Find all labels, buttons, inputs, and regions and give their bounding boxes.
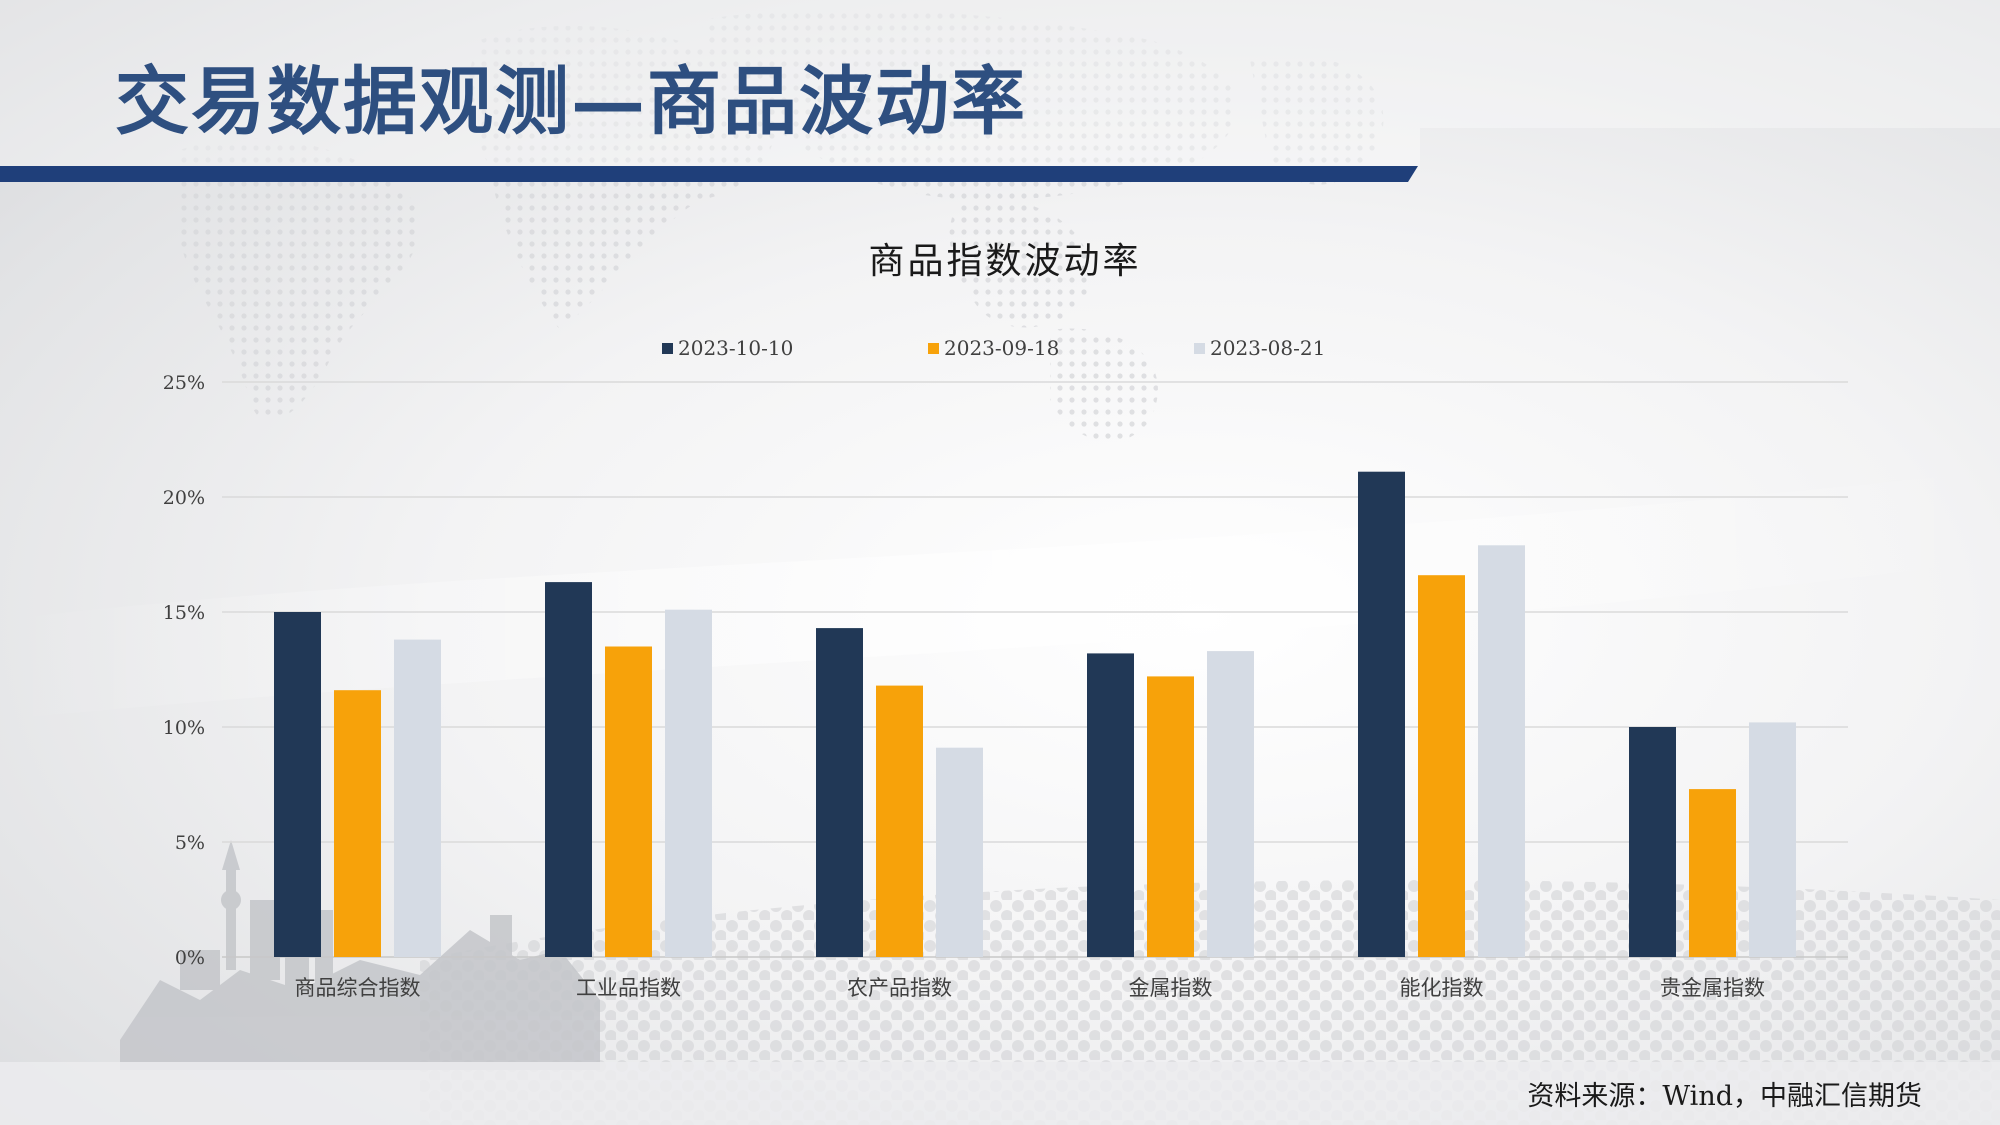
legend-label-series-3: 2023-08-21 xyxy=(1210,336,1326,360)
bar xyxy=(605,646,652,957)
x-tick-label: 商品综合指数 xyxy=(295,976,421,1000)
y-tick-label: 25% xyxy=(163,372,205,394)
legend-item-series-2: 2023-09-18 xyxy=(928,336,1059,360)
bar xyxy=(334,690,381,957)
x-tick-label: 工业品指数 xyxy=(576,976,681,1000)
legend-swatch-series-2 xyxy=(928,342,939,354)
bar xyxy=(1147,676,1194,957)
bar xyxy=(816,628,863,957)
x-tick-label: 能化指数 xyxy=(1400,976,1484,1000)
y-tick-label: 0% xyxy=(175,947,205,969)
world-map-pattern xyxy=(180,9,1384,442)
bar xyxy=(545,582,592,957)
legend-swatch-series-3 xyxy=(1194,342,1205,354)
bar xyxy=(1689,789,1736,957)
y-tick-label: 20% xyxy=(163,487,205,509)
legend-item-series-1: 2023-10-10 xyxy=(662,336,793,360)
bar xyxy=(665,609,712,957)
bar xyxy=(1207,651,1254,957)
legend-label-series-2: 2023-09-18 xyxy=(944,336,1060,360)
source-note: 资料来源：Wind，中融汇信期货 xyxy=(1527,1081,1922,1112)
x-tick-label: 贵金属指数 xyxy=(1660,976,1765,1000)
bar xyxy=(1358,471,1405,957)
bar xyxy=(1478,545,1525,957)
bar xyxy=(876,685,923,957)
bar xyxy=(1749,722,1796,957)
x-tick-label: 农产品指数 xyxy=(847,976,952,1000)
chart-title: 商品指数波动率 xyxy=(868,241,1142,282)
page-title: 交易数据观测—商品波动率 xyxy=(115,59,1027,145)
bar xyxy=(1087,653,1134,957)
bar xyxy=(936,747,983,957)
bar xyxy=(1629,727,1676,957)
bar xyxy=(1418,575,1465,957)
legend-swatch-series-1 xyxy=(662,342,673,354)
bar xyxy=(394,639,441,957)
header-underline-bar xyxy=(0,166,1418,182)
y-tick-label: 15% xyxy=(163,602,205,624)
y-tick-label: 5% xyxy=(175,832,205,854)
legend-label-series-1: 2023-10-10 xyxy=(678,336,794,360)
bar xyxy=(274,612,321,957)
legend-item-series-3: 2023-08-21 xyxy=(1194,336,1325,360)
chart-legend: 2023-10-10 2023-09-18 2023-08-21 xyxy=(0,336,2000,366)
x-tick-label: 金属指数 xyxy=(1129,976,1213,1000)
y-tick-label: 10% xyxy=(163,717,205,739)
